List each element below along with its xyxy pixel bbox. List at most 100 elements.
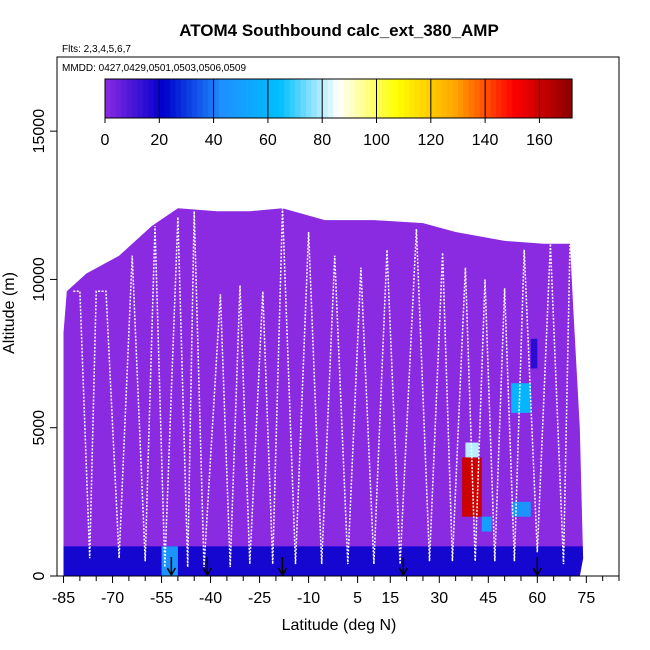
colorbar-swatch xyxy=(137,79,144,118)
colorbar-swatch xyxy=(506,79,513,118)
curtain-background xyxy=(63,208,584,576)
colorbar-swatch xyxy=(110,79,117,118)
colorbar-swatch xyxy=(447,79,454,118)
colorbar-swatch xyxy=(566,79,573,118)
colorbar-swatch xyxy=(485,79,492,118)
colorbar-swatch xyxy=(523,79,530,118)
colorbar-swatch xyxy=(409,79,416,118)
colorbar-swatch xyxy=(544,79,551,118)
colorbar-swatch xyxy=(213,79,220,118)
colorbar-swatch xyxy=(305,79,312,118)
heatmap-patch-0 xyxy=(161,546,178,576)
colorbar-swatch xyxy=(392,79,399,118)
x-axis: -85 -70 -55 -40 -25 -10 5 15 30 45 60 75 xyxy=(52,576,620,607)
x-tick-label: 15 xyxy=(381,590,399,607)
heatmap-patch-4 xyxy=(511,501,531,517)
colorbar-swatch xyxy=(479,79,486,118)
heatmap-patch-1 xyxy=(462,457,482,517)
launch-arrow-0 xyxy=(166,557,177,576)
colorbar-swatch xyxy=(208,79,215,118)
colorbar-tick-label: 20 xyxy=(150,132,168,149)
colorbar-swatch xyxy=(398,79,405,118)
colorbar-swatch xyxy=(202,79,209,118)
x-tick-label: -55 xyxy=(150,590,173,607)
colorbar-swatch xyxy=(300,79,307,118)
flights-label: Flts: 2,3,4,5,6,7 xyxy=(62,44,131,55)
colorbar-swatch xyxy=(512,79,519,118)
colorbar-swatch xyxy=(430,79,437,118)
x-tick-label: 75 xyxy=(577,590,595,607)
colorbar-swatch xyxy=(327,79,334,118)
colorbar-swatch xyxy=(436,79,443,118)
launch-arrow-1 xyxy=(202,557,212,576)
colorbar-swatch xyxy=(273,79,280,118)
y-tick-label: 5000 xyxy=(31,410,48,446)
x-tick-label: -70 xyxy=(101,590,124,607)
colorbar-swatch xyxy=(441,79,448,118)
colorbar-swatch xyxy=(419,79,426,118)
colorbar-swatch xyxy=(474,79,481,118)
colorbar-swatch xyxy=(246,79,253,118)
colorbar-swatch xyxy=(170,79,177,118)
colorbar-swatch xyxy=(181,79,188,118)
colorbar-swatch xyxy=(354,79,361,118)
x-tick-label: -25 xyxy=(248,590,271,607)
colorbar-swatch xyxy=(278,79,285,118)
x-tick-label: 60 xyxy=(528,590,546,607)
y-tick-label: 15000 xyxy=(31,109,48,154)
launch-arrow-4 xyxy=(532,557,542,576)
x-axis-label: Latitude (deg N) xyxy=(282,617,397,634)
colorbar-swatch xyxy=(224,79,231,118)
flight-track xyxy=(73,208,571,568)
colorbar-tick-label: 160 xyxy=(526,132,553,149)
colorbar-tick-label: 40 xyxy=(205,132,223,149)
colorbar-swatch xyxy=(240,79,247,118)
launch-arrow-head xyxy=(202,567,212,576)
colorbar-swatch xyxy=(311,79,318,118)
colorbar-tick-label: 100 xyxy=(363,132,390,149)
plot-area xyxy=(63,208,584,576)
x-tick-label: -10 xyxy=(297,590,320,607)
colorbar-swatch xyxy=(126,79,133,118)
colorbar-swatch xyxy=(164,79,171,118)
x-tick-label: -40 xyxy=(199,590,222,607)
colorbar-swatch xyxy=(376,79,383,118)
colorbar-swatch xyxy=(561,79,568,118)
colorbar-tick-label: 0 xyxy=(101,132,110,149)
y-tick-label: 10000 xyxy=(31,257,48,302)
colorbar-swatch xyxy=(143,79,150,118)
colorbar-swatch xyxy=(105,79,112,118)
colorbar-swatch xyxy=(457,79,464,118)
colorbar-swatch xyxy=(316,79,323,118)
curtain-cells xyxy=(63,338,584,576)
dates-label: MMDD: 0427,0429,0501,0503,0506,0509 xyxy=(62,63,246,74)
colorbar-swatch xyxy=(381,79,388,118)
colorbar-swatch xyxy=(175,79,182,118)
colorbar-swatch xyxy=(257,79,264,118)
colorbar-swatch xyxy=(414,79,421,118)
colorbar-swatch xyxy=(468,79,475,118)
colorbar-swatch xyxy=(235,79,242,118)
colorbar-swatch xyxy=(322,79,329,118)
x-tick-label: 45 xyxy=(479,590,497,607)
colorbar-swatch xyxy=(333,79,340,118)
heatmap-patch-3 xyxy=(511,383,531,413)
colorbar-swatch xyxy=(115,79,122,118)
colorbar-swatch xyxy=(159,79,166,118)
heatmap-patch-6 xyxy=(530,338,538,369)
launch-arrow-2 xyxy=(277,557,288,576)
colorbar-swatch xyxy=(132,79,139,118)
colorbar-swatch xyxy=(452,79,459,118)
colorbar-swatch xyxy=(365,79,372,118)
chart-title: ATOM4 Southbound calc_ext_380_AMP xyxy=(179,21,499,40)
colorbar-swatch xyxy=(528,79,535,118)
colorbar-swatch xyxy=(463,79,470,118)
colorbar-swatch xyxy=(338,79,345,118)
colorbar-swatch xyxy=(343,79,350,118)
colorbar-swatch xyxy=(387,79,394,118)
x-tick-label: 5 xyxy=(353,590,362,607)
colorbar-swatch xyxy=(495,79,503,118)
colorbar-swatch xyxy=(490,79,497,118)
